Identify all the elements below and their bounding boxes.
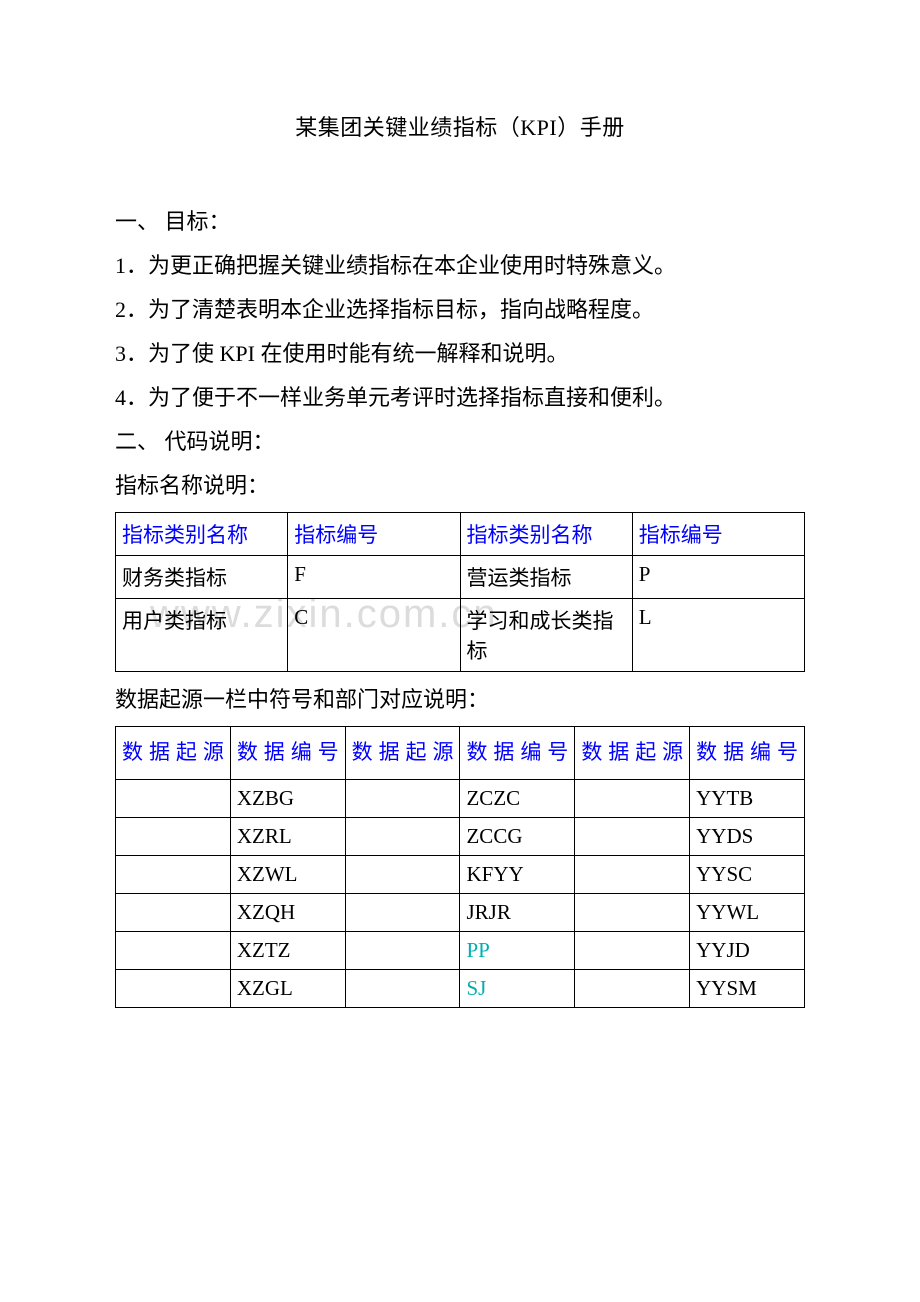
table-cell bbox=[116, 817, 231, 855]
section1-heading: 一、 目标： bbox=[115, 200, 805, 244]
section1-item-3: 3．为了使 KPI 在使用时能有统一解释和说明。 bbox=[115, 332, 805, 376]
table2-body: XZBGZCZCYYTBXZRLZCCGYYDSXZWLKFYYYYSCXZQH… bbox=[116, 779, 805, 1007]
table-cell bbox=[116, 931, 231, 969]
table-cell: XZWL bbox=[230, 855, 345, 893]
table-row: XZTZ PP YYJD bbox=[116, 931, 805, 969]
table-row: XZQH JRJR YYWL bbox=[116, 893, 805, 931]
table-cell: PP bbox=[460, 931, 575, 969]
table-cell: XZTZ bbox=[230, 931, 345, 969]
table-row: XZBG ZCZC YYTB bbox=[116, 779, 805, 817]
table2-header: 数据编号 bbox=[460, 727, 575, 780]
table-cell bbox=[116, 855, 231, 893]
document-title: 某集团关键业绩指标（KPI）手册 bbox=[115, 110, 805, 142]
table-cell: 用户类指标 bbox=[116, 599, 288, 672]
table-cell bbox=[345, 855, 460, 893]
table2-header: 数据起源 bbox=[116, 727, 231, 780]
table-cell: ZCZC bbox=[460, 779, 575, 817]
table-cell: 财务类指标 bbox=[116, 556, 288, 599]
table-cell: XZGL bbox=[230, 969, 345, 1007]
page-content: 某集团关键业绩指标（KPI）手册 一、 目标： 1．为更正确把握关键业绩指标在本… bbox=[115, 110, 805, 1008]
table-cell bbox=[575, 969, 690, 1007]
data-source-table: 数据起源 数据编号 数据起源 数据编号 数据起源 数据编号 XZBG ZCZC YY… bbox=[115, 726, 805, 1008]
table2-header: 数据编号 bbox=[690, 727, 805, 780]
table-cell bbox=[345, 969, 460, 1007]
table-cell: P bbox=[632, 556, 804, 599]
indicator-name-table: 指标类别名称 指标编号 指标类别名称 指标编号 财务类指标 F 营运类指标 P … bbox=[115, 512, 805, 672]
table-cell bbox=[345, 779, 460, 817]
table-cell: F bbox=[288, 556, 460, 599]
table-cell: KFYY bbox=[460, 855, 575, 893]
table-cell bbox=[116, 893, 231, 931]
table-cell bbox=[575, 855, 690, 893]
section2-heading: 二、 代码说明： bbox=[115, 420, 805, 464]
table2-caption: 数据起源一栏中符号和部门对应说明： bbox=[115, 678, 805, 722]
table1-header: 指标编号 bbox=[288, 513, 460, 556]
table1-header: 指标类别名称 bbox=[116, 513, 288, 556]
table-cell bbox=[575, 931, 690, 969]
table2-header: 数据起源 bbox=[575, 727, 690, 780]
table-cell: SJ bbox=[460, 969, 575, 1007]
table-cell: YYDS bbox=[690, 817, 805, 855]
table-row: 财务类指标 F 营运类指标 P bbox=[116, 556, 805, 599]
table-cell: 营运类指标 bbox=[460, 556, 632, 599]
table-cell: L bbox=[632, 599, 804, 672]
table-cell: YYWL bbox=[690, 893, 805, 931]
table1-header: 指标类别名称 bbox=[460, 513, 632, 556]
section1-item-1: 1．为更正确把握关键业绩指标在本企业使用时特殊意义。 bbox=[115, 244, 805, 288]
table-cell: C bbox=[288, 599, 460, 672]
table2-header: 数据编号 bbox=[230, 727, 345, 780]
table1-header: 指标编号 bbox=[632, 513, 804, 556]
table-cell: YYTB bbox=[690, 779, 805, 817]
table-cell bbox=[345, 817, 460, 855]
table-cell bbox=[575, 817, 690, 855]
table-header-row: 数据起源 数据编号 数据起源 数据编号 数据起源 数据编号 bbox=[116, 727, 805, 780]
table-cell bbox=[116, 969, 231, 1007]
document-page: www.zixin.com.cn 某集团关键业绩指标（KPI）手册 一、 目标：… bbox=[0, 0, 920, 1074]
table-cell bbox=[345, 893, 460, 931]
table-cell bbox=[575, 893, 690, 931]
section1-item-2: 2．为了清楚表明本企业选择指标目标，指向战略程度。 bbox=[115, 288, 805, 332]
table-cell: YYSM bbox=[690, 969, 805, 1007]
table-header-row: 指标类别名称 指标编号 指标类别名称 指标编号 bbox=[116, 513, 805, 556]
table-row: 用户类指标 C 学习和成长类指标 L bbox=[116, 599, 805, 672]
table-cell: YYJD bbox=[690, 931, 805, 969]
table-cell: XZRL bbox=[230, 817, 345, 855]
table-cell bbox=[345, 931, 460, 969]
section1-item-4: 4．为了便于不一样业务单元考评时选择指标直接和便利。 bbox=[115, 376, 805, 420]
table-cell: JRJR bbox=[460, 893, 575, 931]
table-cell bbox=[575, 779, 690, 817]
table2-header: 数据起源 bbox=[345, 727, 460, 780]
table-cell: YYSC bbox=[690, 855, 805, 893]
table-row: XZGL SJ YYSM bbox=[116, 969, 805, 1007]
table-cell bbox=[116, 779, 231, 817]
table1-caption: 指标名称说明： bbox=[115, 464, 805, 508]
table-row: XZWL KFYY YYSC bbox=[116, 855, 805, 893]
table-cell: 学习和成长类指标 bbox=[460, 599, 632, 672]
table-cell: XZBG bbox=[230, 779, 345, 817]
table-row: XZRL ZCCG YYDS bbox=[116, 817, 805, 855]
table-cell: ZCCG bbox=[460, 817, 575, 855]
table-cell: XZQH bbox=[230, 893, 345, 931]
